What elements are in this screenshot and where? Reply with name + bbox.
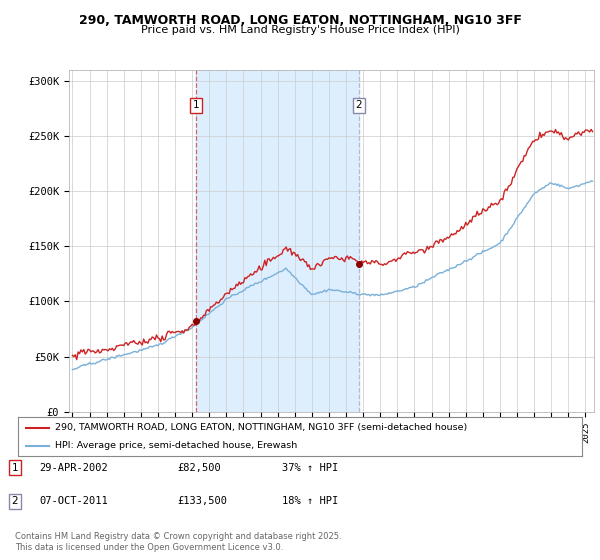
Text: 2: 2	[356, 100, 362, 110]
Text: 29-APR-2002: 29-APR-2002	[39, 463, 108, 473]
Text: 290, TAMWORTH ROAD, LONG EATON, NOTTINGHAM, NG10 3FF: 290, TAMWORTH ROAD, LONG EATON, NOTTINGH…	[79, 14, 521, 27]
Text: 1: 1	[11, 463, 19, 473]
Text: 1: 1	[193, 100, 200, 110]
Bar	[196, 70, 359, 412]
Text: 290, TAMWORTH ROAD, LONG EATON, NOTTINGHAM, NG10 3FF (semi-detached house): 290, TAMWORTH ROAD, LONG EATON, NOTTINGH…	[55, 423, 467, 432]
Text: 18% ↑ HPI: 18% ↑ HPI	[282, 496, 338, 506]
Text: Price paid vs. HM Land Registry's House Price Index (HPI): Price paid vs. HM Land Registry's House …	[140, 25, 460, 35]
Text: 07-OCT-2011: 07-OCT-2011	[39, 496, 108, 506]
Text: £82,500: £82,500	[177, 463, 221, 473]
Text: 37% ↑ HPI: 37% ↑ HPI	[282, 463, 338, 473]
Text: £133,500: £133,500	[177, 496, 227, 506]
Text: Contains HM Land Registry data © Crown copyright and database right 2025.
This d: Contains HM Land Registry data © Crown c…	[15, 532, 341, 552]
Text: HPI: Average price, semi-detached house, Erewash: HPI: Average price, semi-detached house,…	[55, 441, 297, 450]
Text: 2: 2	[11, 496, 19, 506]
